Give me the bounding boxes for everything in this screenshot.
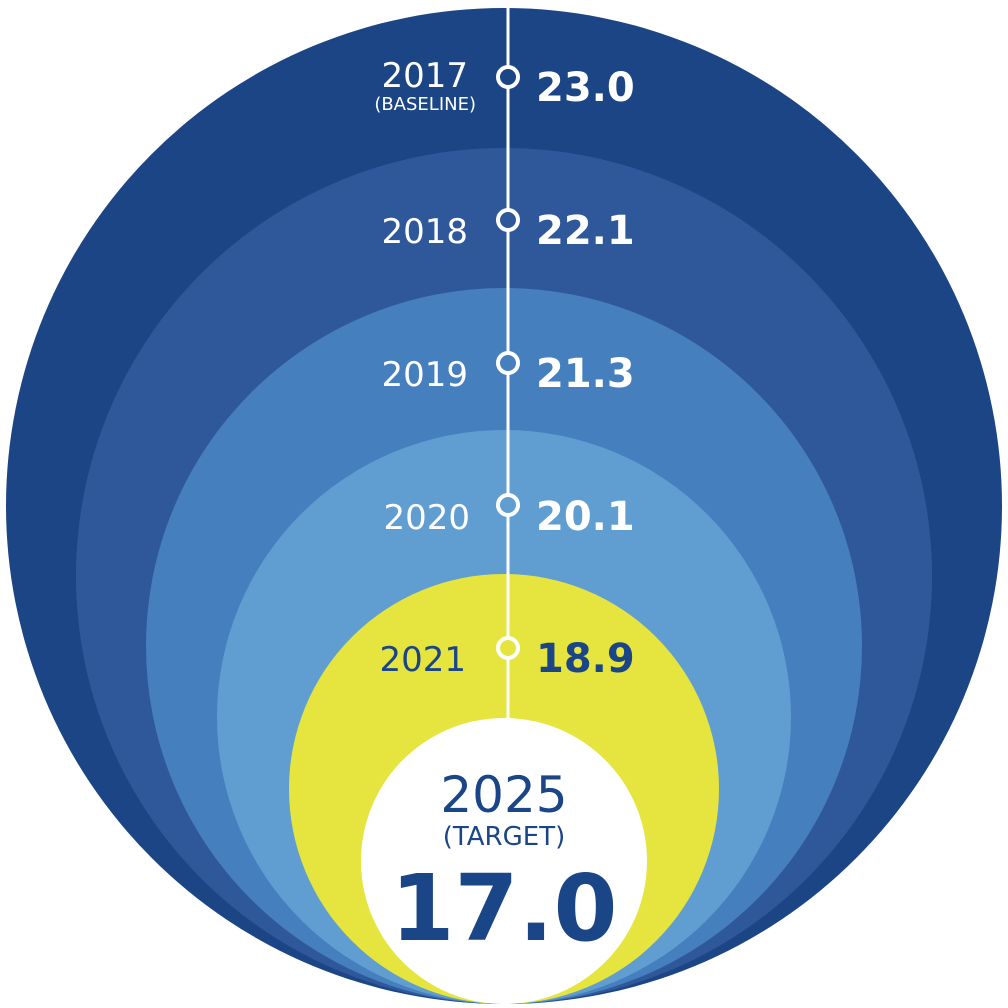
year-label-2020: 2020 [383, 498, 470, 538]
baseline-note: (BASELINE) [374, 94, 476, 115]
circle-2025-target [361, 718, 647, 1004]
target-note: (TARGET) [443, 822, 565, 852]
target-value: 17.0 [391, 855, 618, 962]
marker-2021 [496, 636, 520, 660]
marker-2017 [496, 65, 520, 89]
year-label-2021: 2021 [379, 640, 466, 680]
marker-2018 [496, 208, 520, 232]
marker-2020 [496, 493, 520, 517]
value-2019: 21.3 [536, 351, 635, 397]
value-2017: 23.0 [536, 65, 635, 111]
value-2018: 22.1 [536, 208, 635, 254]
year-label-2017: 2017 [381, 56, 468, 96]
value-2021: 18.9 [536, 636, 635, 682]
year-label-2018: 2018 [381, 212, 468, 252]
year-label-2019: 2019 [381, 355, 468, 395]
marker-2019 [496, 351, 520, 375]
target-year: 2025 [440, 766, 567, 824]
value-2020: 20.1 [536, 494, 635, 540]
